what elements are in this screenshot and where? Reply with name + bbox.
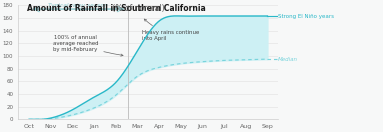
Text: Strong El Niño years: Strong El Niño years: [278, 13, 334, 18]
Text: Amount of Rainfall in Southern California: Amount of Rainfall in Southern Californi…: [27, 4, 206, 13]
Text: Median: Median: [278, 57, 298, 62]
Text: (% of normal): (% of normal): [110, 4, 165, 13]
Text: 100% of annual
average reached
by mid-February: 100% of annual average reached by mid-Fe…: [53, 35, 123, 56]
Text: Typical rainy season: Typical rainy season: [48, 3, 108, 8]
Text: Heavy rains continue
into April: Heavy rains continue into April: [142, 19, 199, 41]
